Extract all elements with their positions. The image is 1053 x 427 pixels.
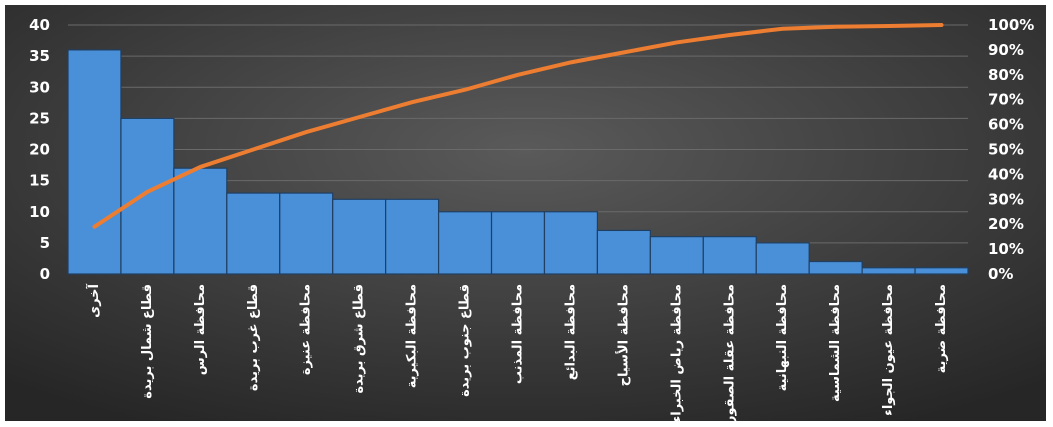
y2-tick-label: 90% <box>988 41 1024 59</box>
category-label: محافظة البكيرية <box>405 284 420 388</box>
y-tick-label: 30 <box>29 78 50 96</box>
bar <box>490 211 546 275</box>
y2-tick-label: 20% <box>988 215 1024 233</box>
bar <box>755 242 810 275</box>
y2-tick-label: 10% <box>988 240 1024 258</box>
bar <box>332 198 387 275</box>
category-label: قطاع غرب بريدة <box>246 284 261 391</box>
y-tick-label: 10 <box>29 203 50 221</box>
category-label: قطاع شرق بريدة <box>352 284 367 394</box>
category-label: قطاع جنوب بريدة <box>458 284 473 397</box>
y-tick-label: 25 <box>29 109 50 127</box>
y2-tick-label: 70% <box>988 91 1024 109</box>
category-axis: آخرى قطاع شمال بريدة محافظة الرس قطاع غرب ب… <box>85 283 949 424</box>
bar <box>861 267 916 275</box>
cumulative-line-series <box>92 23 944 229</box>
right-axis: 0% 10% 20% 30% 40% 50% 60% 70% 80% 90% 100% <box>988 16 1034 283</box>
bar <box>543 211 599 275</box>
bar <box>279 192 334 275</box>
y2-tick-label: 80% <box>988 66 1024 84</box>
bar <box>120 117 175 275</box>
bar <box>702 236 757 275</box>
category-label: محافظة رياض الخبراء <box>669 284 684 422</box>
y-tick-label: 40 <box>29 16 50 34</box>
bar <box>226 192 281 275</box>
category-label: محافظة ضرية <box>934 284 949 373</box>
category-label: محافظة عيون الجواء <box>881 284 896 416</box>
left-axis: 0 5 10 15 20 25 30 35 40 <box>29 16 50 283</box>
bar <box>649 236 704 275</box>
y2-tick-label: 100% <box>988 16 1034 34</box>
y-tick-label: 0 <box>40 265 50 283</box>
category-label: محافظة النبهانية <box>775 284 790 391</box>
y2-tick-label: 60% <box>988 116 1024 134</box>
y-tick-label: 35 <box>29 47 50 65</box>
bar <box>914 267 969 275</box>
category-label: محافظة الشماسية <box>828 284 843 402</box>
bar <box>173 167 228 275</box>
bar <box>808 260 863 275</box>
category-label: محافظة عقلة الصقور <box>722 284 737 424</box>
y2-tick-label: 30% <box>988 190 1024 208</box>
category-label: محافظة عنيزة <box>299 284 314 375</box>
bar <box>385 198 440 275</box>
bar <box>437 211 493 275</box>
category-label: محافظة المذنب <box>511 284 526 384</box>
category-label: محافظة البدائع <box>563 284 578 380</box>
bar <box>596 229 651 275</box>
y2-tick-label: 0% <box>988 265 1013 283</box>
y2-tick-label: 40% <box>988 165 1024 183</box>
bar-series <box>67 49 969 275</box>
cumulative-line <box>92 23 944 229</box>
category-label: محافظة الرس <box>193 284 208 375</box>
y2-tick-label: 50% <box>988 141 1024 159</box>
category-label: آخرى <box>85 283 102 317</box>
bar <box>67 49 122 275</box>
y-tick-label: 15 <box>29 172 50 190</box>
category-label: قطاع شمال بريدة <box>140 284 155 399</box>
y-tick-label: 20 <box>29 141 50 159</box>
category-label: محافظة الأسياح <box>614 284 631 386</box>
y-tick-label: 5 <box>40 234 50 252</box>
